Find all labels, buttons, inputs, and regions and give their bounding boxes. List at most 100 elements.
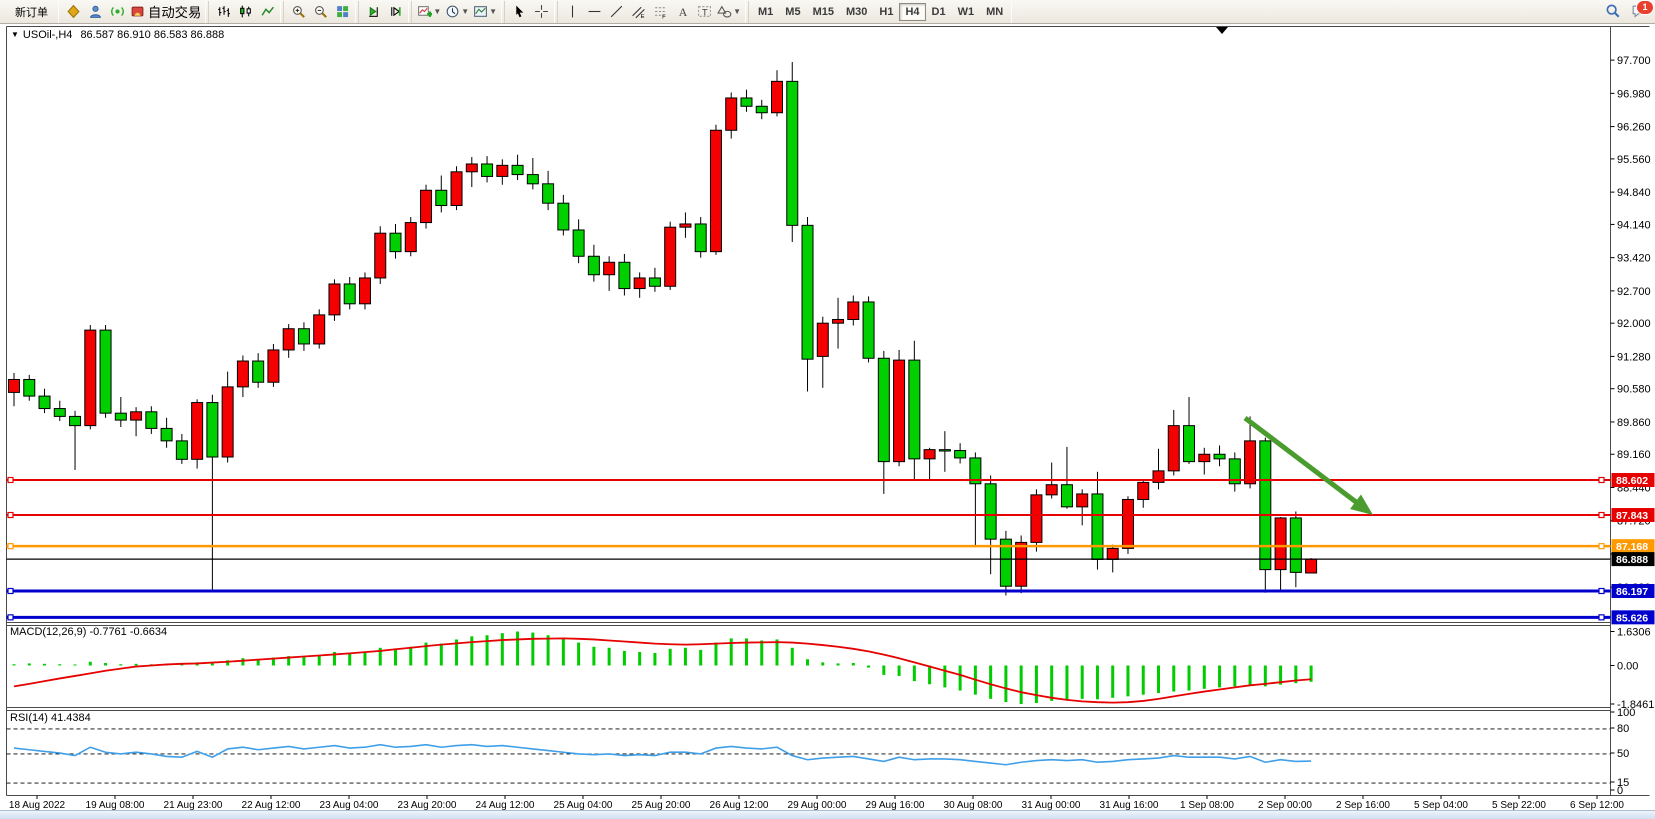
chevron-down-icon[interactable]: ▼ [11,30,19,39]
dropdown-caret-icon[interactable]: ▼ [433,7,442,16]
line-handle[interactable] [1598,511,1605,519]
price-axis: 97.700 96.980 96.260 95.560 94.840 94.140 93.4… [1610,55,1654,797]
add-indicator-icon [418,6,433,17]
timeframe-button-h1[interactable]: H1 [873,3,899,21]
line-handle[interactable] [1598,543,1605,550]
tile-windows-button[interactable] [331,2,353,22]
svg-text:0.00: 0.00 [1617,661,1638,673]
bar-chart-icon [217,6,230,17]
svg-text:100: 100 [1617,707,1635,719]
line-handle[interactable] [7,476,14,484]
data-window-button[interactable] [84,2,106,22]
svg-text:87.843: 87.843 [1616,510,1648,522]
trend-arrow[interactable] [1243,416,1373,515]
text-button[interactable]: A [671,2,693,22]
svg-text:5 Sep 04:00: 5 Sep 04:00 [1414,800,1468,811]
line-handle[interactable] [1598,587,1605,595]
svg-text:0: 0 [1617,785,1623,797]
auto-scroll-button[interactable] [362,2,384,22]
line-chart-button[interactable] [256,2,278,22]
add-indicator-button[interactable]: ▼ [415,2,443,22]
svg-text:89.860: 89.860 [1617,417,1651,429]
dropdown-caret-icon[interactable]: ▼ [461,7,470,16]
horizontal-line-button[interactable] [583,2,605,22]
chart-shift-marker-icon[interactable] [1216,27,1228,34]
timeframe-button-m1[interactable]: M1 [752,3,779,21]
svg-text:19 Aug 08:00: 19 Aug 08:00 [86,800,145,811]
svg-text:95.560: 95.560 [1617,154,1651,166]
timeframe-button-w1[interactable]: W1 [952,3,981,21]
market-watch-button[interactable] [62,2,84,22]
zoom-in-button[interactable] [287,2,309,22]
svg-text:93.420: 93.420 [1617,253,1651,265]
price-level-lines[interactable] [6,476,1611,621]
timeframe-button-m5[interactable]: M5 [779,3,806,21]
cursor-button[interactable] [508,2,530,22]
macd-signal-line [13,637,1312,704]
pane-frame [6,26,1650,812]
timeframe-button-mn[interactable]: MN [980,3,1009,21]
svg-text:29 Aug 16:00: 29 Aug 16:00 [866,800,925,811]
svg-text:31 Aug 00:00: 31 Aug 00:00 [1022,800,1081,811]
line-handle[interactable] [1598,476,1605,484]
shapes-button[interactable]: ▼ [715,2,743,22]
svg-text:24 Aug 12:00: 24 Aug 12:00 [476,800,535,811]
crosshair-button[interactable] [530,2,552,22]
timeframe-button-d1[interactable]: D1 [926,3,952,21]
candlestick-series[interactable] [8,61,1318,596]
svg-text:88.602: 88.602 [1616,475,1648,487]
auto-trading-button[interactable]: 自动交易 [128,2,203,22]
strategy-tester-icon [110,6,124,17]
svg-text:91.280: 91.280 [1617,351,1651,363]
notifications-button[interactable]: 1 [1627,0,1654,22]
horizontal-line-icon [588,10,600,13]
line-handle[interactable] [7,543,14,550]
svg-text:-1.8461: -1.8461 [1617,699,1654,711]
line-handle[interactable] [1598,614,1605,621]
svg-text:1.6306: 1.6306 [1617,627,1651,639]
bar-chart-button[interactable] [212,2,234,22]
dropdown-caret-icon[interactable]: ▼ [733,7,741,16]
svg-text:15: 15 [1617,777,1629,789]
trendline-icon [610,5,622,18]
chart-shift-button[interactable] [384,2,406,22]
line-handle[interactable] [7,614,14,621]
auto-trading-icon [131,6,144,17]
zoom-out-button[interactable] [309,2,331,22]
text-label-button[interactable]: T [693,2,715,22]
dropdown-caret-icon[interactable]: ▼ [489,7,498,16]
svg-text:89.160: 89.160 [1617,449,1651,461]
template-button[interactable]: ▼ [471,2,499,22]
zoom-in-icon [292,6,305,18]
macd-histogram [12,631,1313,705]
toolbar-right-tools: 1 [1601,0,1654,22]
rsi-name: RSI(14) [10,712,48,724]
svg-text:87.168: 87.168 [1616,541,1648,553]
tile-windows-icon [336,6,348,18]
trendline-button[interactable] [605,2,627,22]
channel-button[interactable]: E [627,2,649,22]
toolbar-group: ▼ ▼ ▼ [411,0,502,23]
timeframe-button-h4[interactable]: H4 [899,2,926,21]
line-handle[interactable] [7,587,14,595]
line-handle[interactable] [7,511,14,519]
candlestick-chart-button[interactable] [234,2,256,22]
cursor-icon [515,5,523,18]
svg-text:96.980: 96.980 [1617,88,1651,100]
fibonacci-button[interactable]: F [649,2,671,22]
svg-text:85.626: 85.626 [1616,612,1648,624]
svg-text:25 Aug 04:00: 25 Aug 04:00 [554,800,613,811]
vertical-line-button[interactable] [561,2,583,22]
timeframe-button-m30[interactable]: M30 [840,3,873,21]
svg-text:50: 50 [1617,748,1629,760]
strategy-tester-button[interactable] [106,2,128,22]
new-order-button[interactable]: 新订单 [7,2,56,22]
svg-text:2 Sep 16:00: 2 Sep 16:00 [1336,800,1390,811]
macd-values: -0.7761 -0.6634 [89,626,168,638]
timeframe-button-m15[interactable]: M15 [807,3,840,21]
line-chart-icon [261,6,274,16]
clock-button[interactable]: ▼ [443,2,471,22]
symbol-search-button[interactable] [1601,2,1623,22]
horizontal-scrollbar[interactable] [0,810,1655,819]
